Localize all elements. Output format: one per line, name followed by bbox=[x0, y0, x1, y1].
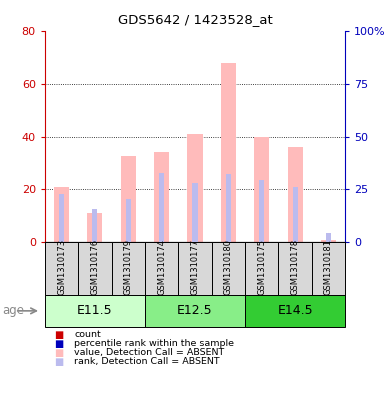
Bar bbox=[92, 209, 98, 242]
Bar bbox=[145, 295, 245, 327]
Bar bbox=[278, 242, 312, 295]
Bar bbox=[193, 183, 197, 242]
Text: ■: ■ bbox=[55, 339, 64, 349]
Text: percentile rank within the sample: percentile rank within the sample bbox=[74, 340, 234, 348]
Bar bbox=[159, 173, 164, 242]
Bar bbox=[54, 187, 69, 242]
Bar bbox=[292, 187, 298, 242]
Bar bbox=[45, 295, 145, 327]
Text: E11.5: E11.5 bbox=[77, 304, 113, 318]
Bar bbox=[321, 241, 336, 242]
Text: GDS5642 / 1423528_at: GDS5642 / 1423528_at bbox=[118, 13, 272, 26]
Bar bbox=[59, 195, 64, 242]
Bar bbox=[245, 242, 278, 295]
Text: GSM1310179: GSM1310179 bbox=[124, 239, 133, 295]
Bar bbox=[188, 134, 202, 242]
Bar bbox=[287, 147, 303, 242]
Bar bbox=[112, 242, 145, 295]
Text: GSM1310177: GSM1310177 bbox=[190, 239, 200, 295]
Text: E14.5: E14.5 bbox=[277, 304, 313, 318]
Text: GSM1310178: GSM1310178 bbox=[291, 239, 300, 295]
Text: rank, Detection Call = ABSENT: rank, Detection Call = ABSENT bbox=[74, 358, 220, 366]
Bar bbox=[126, 198, 131, 242]
Bar bbox=[45, 242, 78, 295]
Bar bbox=[221, 63, 236, 242]
Text: ■: ■ bbox=[55, 348, 64, 358]
Bar bbox=[226, 174, 231, 242]
Bar bbox=[78, 242, 112, 295]
Bar bbox=[87, 213, 103, 242]
Bar bbox=[312, 242, 345, 295]
Bar bbox=[121, 156, 136, 242]
Bar bbox=[259, 180, 264, 242]
Text: age: age bbox=[2, 304, 24, 318]
Bar bbox=[245, 295, 345, 327]
Text: count: count bbox=[74, 331, 101, 339]
Bar bbox=[154, 152, 169, 242]
Text: ■: ■ bbox=[55, 357, 64, 367]
Bar bbox=[178, 242, 212, 295]
Text: GSM1310180: GSM1310180 bbox=[224, 239, 233, 295]
Text: value, Detection Call = ABSENT: value, Detection Call = ABSENT bbox=[74, 349, 224, 357]
Text: E12.5: E12.5 bbox=[177, 304, 213, 318]
Bar bbox=[254, 136, 269, 242]
Text: GSM1310174: GSM1310174 bbox=[157, 239, 166, 295]
Text: ■: ■ bbox=[55, 330, 64, 340]
Text: GSM1310181: GSM1310181 bbox=[324, 239, 333, 295]
Text: GSM1310175: GSM1310175 bbox=[257, 239, 266, 295]
Bar bbox=[145, 242, 178, 295]
Text: GSM1310176: GSM1310176 bbox=[90, 239, 99, 295]
Bar bbox=[326, 233, 331, 242]
Bar bbox=[212, 242, 245, 295]
Text: GSM1310173: GSM1310173 bbox=[57, 239, 66, 295]
